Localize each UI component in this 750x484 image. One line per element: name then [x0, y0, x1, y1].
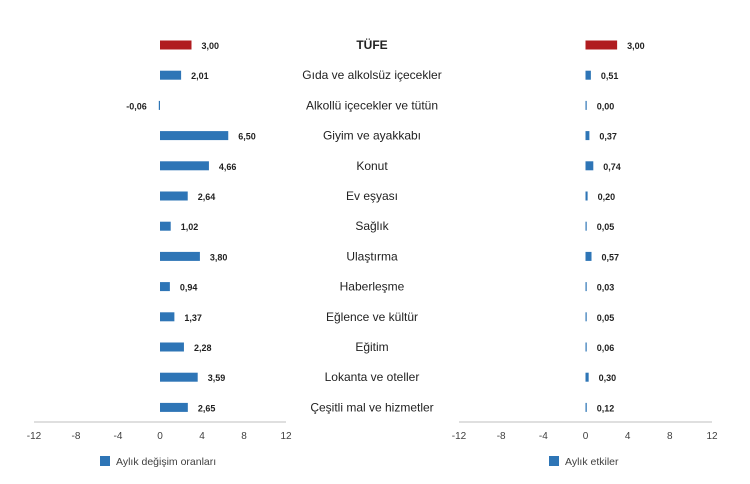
value-label-change-1: 2,01: [191, 71, 209, 81]
bar-effect-9: [585, 312, 587, 322]
value-label-change-5: 2,64: [198, 192, 216, 202]
value-label-change-11: 3,59: [208, 373, 226, 383]
bar-change-2: [158, 100, 160, 110]
value-label-change-10: 2,28: [194, 343, 212, 353]
value-label-effect-12: 0,12: [597, 403, 615, 413]
value-label-change-0: 3,00: [202, 41, 220, 51]
bar-effect-3: [585, 131, 590, 141]
category-label-8: Haberleşme: [340, 280, 405, 294]
x-tick-label-effect-5: 8: [667, 431, 673, 442]
x-tick-label-change-1: -8: [72, 431, 81, 442]
bar-effect-10: [585, 342, 587, 352]
x-tick-label-effect-1: -8: [497, 431, 506, 442]
bar-change-5: [160, 191, 188, 201]
value-label-effect-9: 0,05: [597, 313, 615, 323]
x-tick-label-change-3: 0: [157, 431, 163, 442]
bar-change-7: [160, 251, 200, 261]
value-label-effect-3: 0,37: [599, 132, 617, 142]
x-tick-label-change-5: 8: [241, 431, 247, 442]
value-label-change-6: 1,02: [181, 222, 199, 232]
bar-effect-4: [585, 161, 594, 171]
value-label-effect-7: 0,57: [602, 252, 620, 262]
value-label-effect-10: 0,06: [597, 343, 615, 353]
x-tick-label-effect-3: 0: [583, 431, 589, 442]
category-label-10: Eğitim: [355, 340, 388, 354]
value-label-effect-6: 0,05: [597, 222, 615, 232]
category-label-4: Konut: [356, 159, 388, 173]
x-tick-label-effect-6: 12: [706, 431, 718, 442]
value-label-effect-2: 0,00: [597, 101, 615, 111]
category-label-1: Gıda ve alkolsüz içecekler: [302, 68, 441, 82]
bar-change-0: [160, 40, 192, 50]
bar-effect-0: [585, 40, 618, 50]
value-label-effect-1: 0,51: [601, 71, 619, 81]
value-label-effect-0: 3,00: [627, 41, 645, 51]
bar-change-8: [160, 282, 170, 292]
bar-change-6: [160, 221, 171, 231]
x-tick-label-effect-0: -12: [452, 431, 467, 442]
x-tick-label-effect-4: 4: [625, 431, 631, 442]
bar-effect-6: [585, 221, 587, 231]
bar-effect-11: [585, 372, 589, 382]
bar-change-3: [160, 131, 229, 141]
value-label-change-8: 0,94: [180, 283, 198, 293]
x-tick-label-change-2: -4: [114, 431, 123, 442]
bar-effect-5: [585, 191, 588, 201]
value-label-change-7: 3,80: [210, 252, 228, 262]
value-label-change-4: 4,66: [219, 162, 237, 172]
bar-change-1: [160, 70, 182, 80]
category-label-12: Çeşitli mal ve hizmetler: [310, 400, 433, 414]
value-label-change-12: 2,65: [198, 403, 216, 413]
category-label-6: Sağlık: [355, 219, 389, 233]
value-label-change-3: 6,50: [238, 132, 256, 142]
x-tick-label-change-4: 4: [199, 431, 205, 442]
bar-effect-12: [585, 402, 587, 412]
value-label-effect-11: 0,30: [599, 373, 617, 383]
value-label-effect-4: 0,74: [603, 162, 621, 172]
bar-effect-2: [585, 100, 587, 110]
bar-effect-7: [585, 251, 592, 261]
category-label-2: Alkollü içecekler ve tütün: [306, 98, 438, 112]
category-label-5: Ev eşyası: [346, 189, 398, 203]
value-label-effect-8: 0,03: [597, 283, 615, 293]
bar-effect-1: [585, 70, 591, 80]
bar-change-4: [160, 161, 209, 171]
category-label-0: TÜFE: [356, 37, 387, 52]
category-label-9: Eğlence ve kültür: [326, 310, 418, 324]
bar-change-10: [160, 342, 184, 352]
legend-label-effect: Aylık etkiler: [565, 456, 619, 468]
bar-effect-8: [585, 282, 587, 292]
x-tick-label-change-6: 12: [280, 431, 292, 442]
x-tick-label-change-0: -12: [27, 431, 42, 442]
value-label-change-9: 1,37: [184, 313, 202, 323]
legend-swatch-effect: [549, 456, 559, 466]
bar-change-11: [160, 372, 198, 382]
bar-change-12: [160, 402, 188, 412]
category-label-11: Lokanta ve oteller: [325, 370, 420, 384]
value-label-change-2: -0,06: [126, 101, 147, 111]
legend-swatch-change: [100, 456, 110, 466]
value-label-effect-5: 0,20: [598, 192, 616, 202]
category-label-3: Giyim ve ayakkabı: [323, 129, 421, 143]
bar-change-9: [160, 312, 175, 322]
x-tick-label-effect-2: -4: [539, 431, 548, 442]
legend-label-change: Aylık değişim oranları: [116, 456, 216, 468]
category-label-7: Ulaştırma: [346, 249, 398, 263]
